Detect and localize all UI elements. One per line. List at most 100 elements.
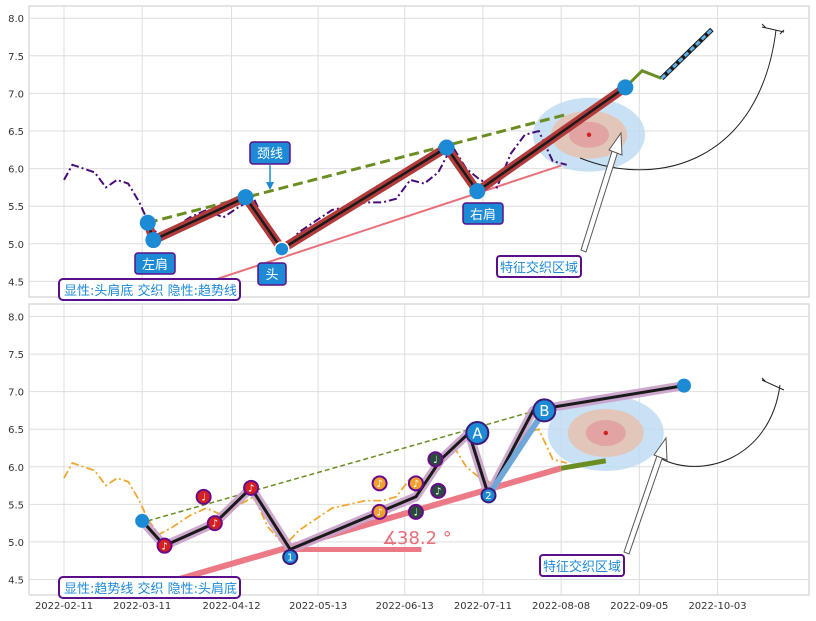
top-zone-center bbox=[586, 132, 592, 137]
top-neckline bbox=[147, 113, 568, 225]
bottom-marker-dark bbox=[407, 503, 424, 520]
bottom-marker-label: ♪ bbox=[376, 479, 382, 490]
bottom-projection-tip bbox=[761, 377, 785, 391]
bottom-marker-label: ♪ bbox=[435, 486, 441, 497]
xtick-label: 2022-06-13 bbox=[376, 601, 434, 612]
bottom-info-text: 显性:趋势线 交织 隐性:头肩底 bbox=[64, 581, 237, 597]
bottom-marker-orange bbox=[371, 475, 388, 492]
bottom-marker-label: B bbox=[539, 402, 549, 420]
top-pattern-node bbox=[469, 183, 486, 200]
neckline-arrow-head bbox=[266, 182, 274, 190]
top-pattern-node bbox=[274, 241, 290, 257]
head-label: 头 bbox=[265, 268, 278, 283]
bottom-end-node bbox=[676, 378, 691, 393]
bottom-neckline bbox=[147, 407, 545, 522]
bottom-marker-label: A bbox=[472, 424, 483, 442]
bottom-marker-red bbox=[156, 537, 173, 554]
bottom-marker-red bbox=[206, 515, 223, 532]
top-pattern-node bbox=[617, 79, 634, 96]
bottom-ytick-label: 7.0 bbox=[8, 388, 24, 399]
xtick-label: 2022-02-11 bbox=[35, 601, 93, 612]
top-projection-blue bbox=[660, 28, 713, 80]
bottom-ytick-label: 5.5 bbox=[8, 500, 24, 511]
bottom-marker-red bbox=[195, 488, 212, 505]
top-info-box bbox=[58, 278, 241, 301]
xtick-label: 2022-07-11 bbox=[454, 601, 512, 612]
bottom-marker-big-blue bbox=[465, 420, 490, 445]
bottom-ytick-label: 8.0 bbox=[8, 313, 24, 324]
xtick-label: 2022-10-03 bbox=[688, 601, 746, 612]
bottom-marker-blue bbox=[480, 487, 497, 504]
bottom-zone-label: 特征交织区域 bbox=[543, 559, 621, 575]
bottom-marker-label: ♪ bbox=[413, 479, 419, 490]
xtick-label: 2022-09-05 bbox=[610, 601, 668, 612]
bottom-marker-orange bbox=[371, 503, 388, 520]
bottom-marker-label: ♪ bbox=[376, 507, 382, 518]
bottom-marker-label: 2 bbox=[485, 491, 491, 502]
bottom-ytick-label: 5.0 bbox=[8, 538, 24, 549]
bottom-zone-label-box bbox=[539, 554, 625, 577]
bottom-marker-label: ♪ bbox=[248, 483, 254, 494]
bottom-marker-big-blue bbox=[532, 398, 557, 423]
bottom-marker-label: ♩ bbox=[433, 455, 438, 466]
bottom-start-node bbox=[135, 513, 150, 528]
bottom-marker-dark bbox=[427, 451, 444, 468]
bottom-ytick-label: 4.5 bbox=[8, 576, 24, 587]
top-price-line bbox=[63, 129, 567, 250]
xtick-label: 2022-08-08 bbox=[532, 601, 590, 612]
bottom-marker-red bbox=[243, 479, 260, 496]
top-zone-label: 特征交织区域 bbox=[500, 260, 578, 276]
xtick-label: 2022-05-13 bbox=[289, 601, 347, 612]
top-pattern-node bbox=[145, 232, 162, 249]
top-support-line bbox=[186, 164, 562, 290]
bottom-marker-label: ♪ bbox=[161, 541, 167, 552]
top-ytick-label: 5.0 bbox=[8, 240, 24, 251]
top-zone-pointer-head bbox=[608, 131, 623, 156]
top-zone-label-box bbox=[496, 255, 582, 278]
bottom-price-line bbox=[63, 428, 567, 548]
bottom-marker-label: ♪ bbox=[212, 519, 218, 530]
left-shoulder-box bbox=[134, 252, 176, 275]
top-ytick-label: 4.5 bbox=[8, 277, 24, 288]
top-info-text: 显性:头肩底 交织 隐性:趋势线 bbox=[64, 283, 237, 299]
bottom-marker-blue bbox=[282, 548, 299, 565]
bottom-ytick-label: 7.5 bbox=[8, 350, 24, 361]
bottom-support-green bbox=[560, 458, 607, 471]
top-ytick-label: 8.0 bbox=[8, 14, 24, 25]
bottom-curve-connector bbox=[659, 384, 781, 467]
top-ytick-label: 7.0 bbox=[8, 89, 24, 100]
right-shoulder-box bbox=[462, 202, 504, 225]
right-shoulder-label: 右肩 bbox=[470, 207, 496, 223]
head-box bbox=[257, 262, 287, 286]
bottom-zone-pointer-head bbox=[653, 436, 668, 461]
bottom-ytick-label: 6.0 bbox=[8, 463, 24, 474]
left-shoulder-label: 左肩 bbox=[142, 257, 168, 273]
bottom-marker-orange bbox=[407, 475, 424, 492]
bottom-zone-center bbox=[603, 430, 608, 436]
bottom-marker-label: ♩ bbox=[201, 492, 206, 503]
angle-label: 38.2 ° bbox=[397, 528, 452, 549]
xtick-label: 2022-04-12 bbox=[203, 601, 261, 612]
bottom-b-leg bbox=[485, 408, 547, 497]
bottom-ytick-label: 6.5 bbox=[8, 425, 24, 436]
neckline-label-box bbox=[249, 141, 291, 165]
top-projection-tip bbox=[761, 23, 785, 35]
angle-glyph: ∡ bbox=[382, 528, 398, 549]
bottom-trend-line bbox=[141, 384, 685, 551]
xtick-label: 2022-03-11 bbox=[113, 601, 171, 612]
bottom-info-box bbox=[58, 576, 241, 599]
top-ytick-label: 6.0 bbox=[8, 165, 24, 176]
neckline-label: 颈线 bbox=[257, 147, 283, 162]
top-ytick-label: 5.5 bbox=[8, 202, 24, 213]
top-pattern-node bbox=[139, 214, 156, 231]
bottom-marker-dark bbox=[430, 482, 447, 499]
top-plot-frame bbox=[28, 5, 810, 298]
top-pattern-node bbox=[438, 139, 455, 156]
top-ytick-label: 6.5 bbox=[8, 127, 24, 138]
top-pattern-node bbox=[237, 189, 254, 206]
top-ytick-label: 7.5 bbox=[8, 52, 24, 63]
bottom-marker-label: 1 bbox=[287, 553, 293, 564]
bottom-marker-label: ♩ bbox=[414, 507, 419, 518]
